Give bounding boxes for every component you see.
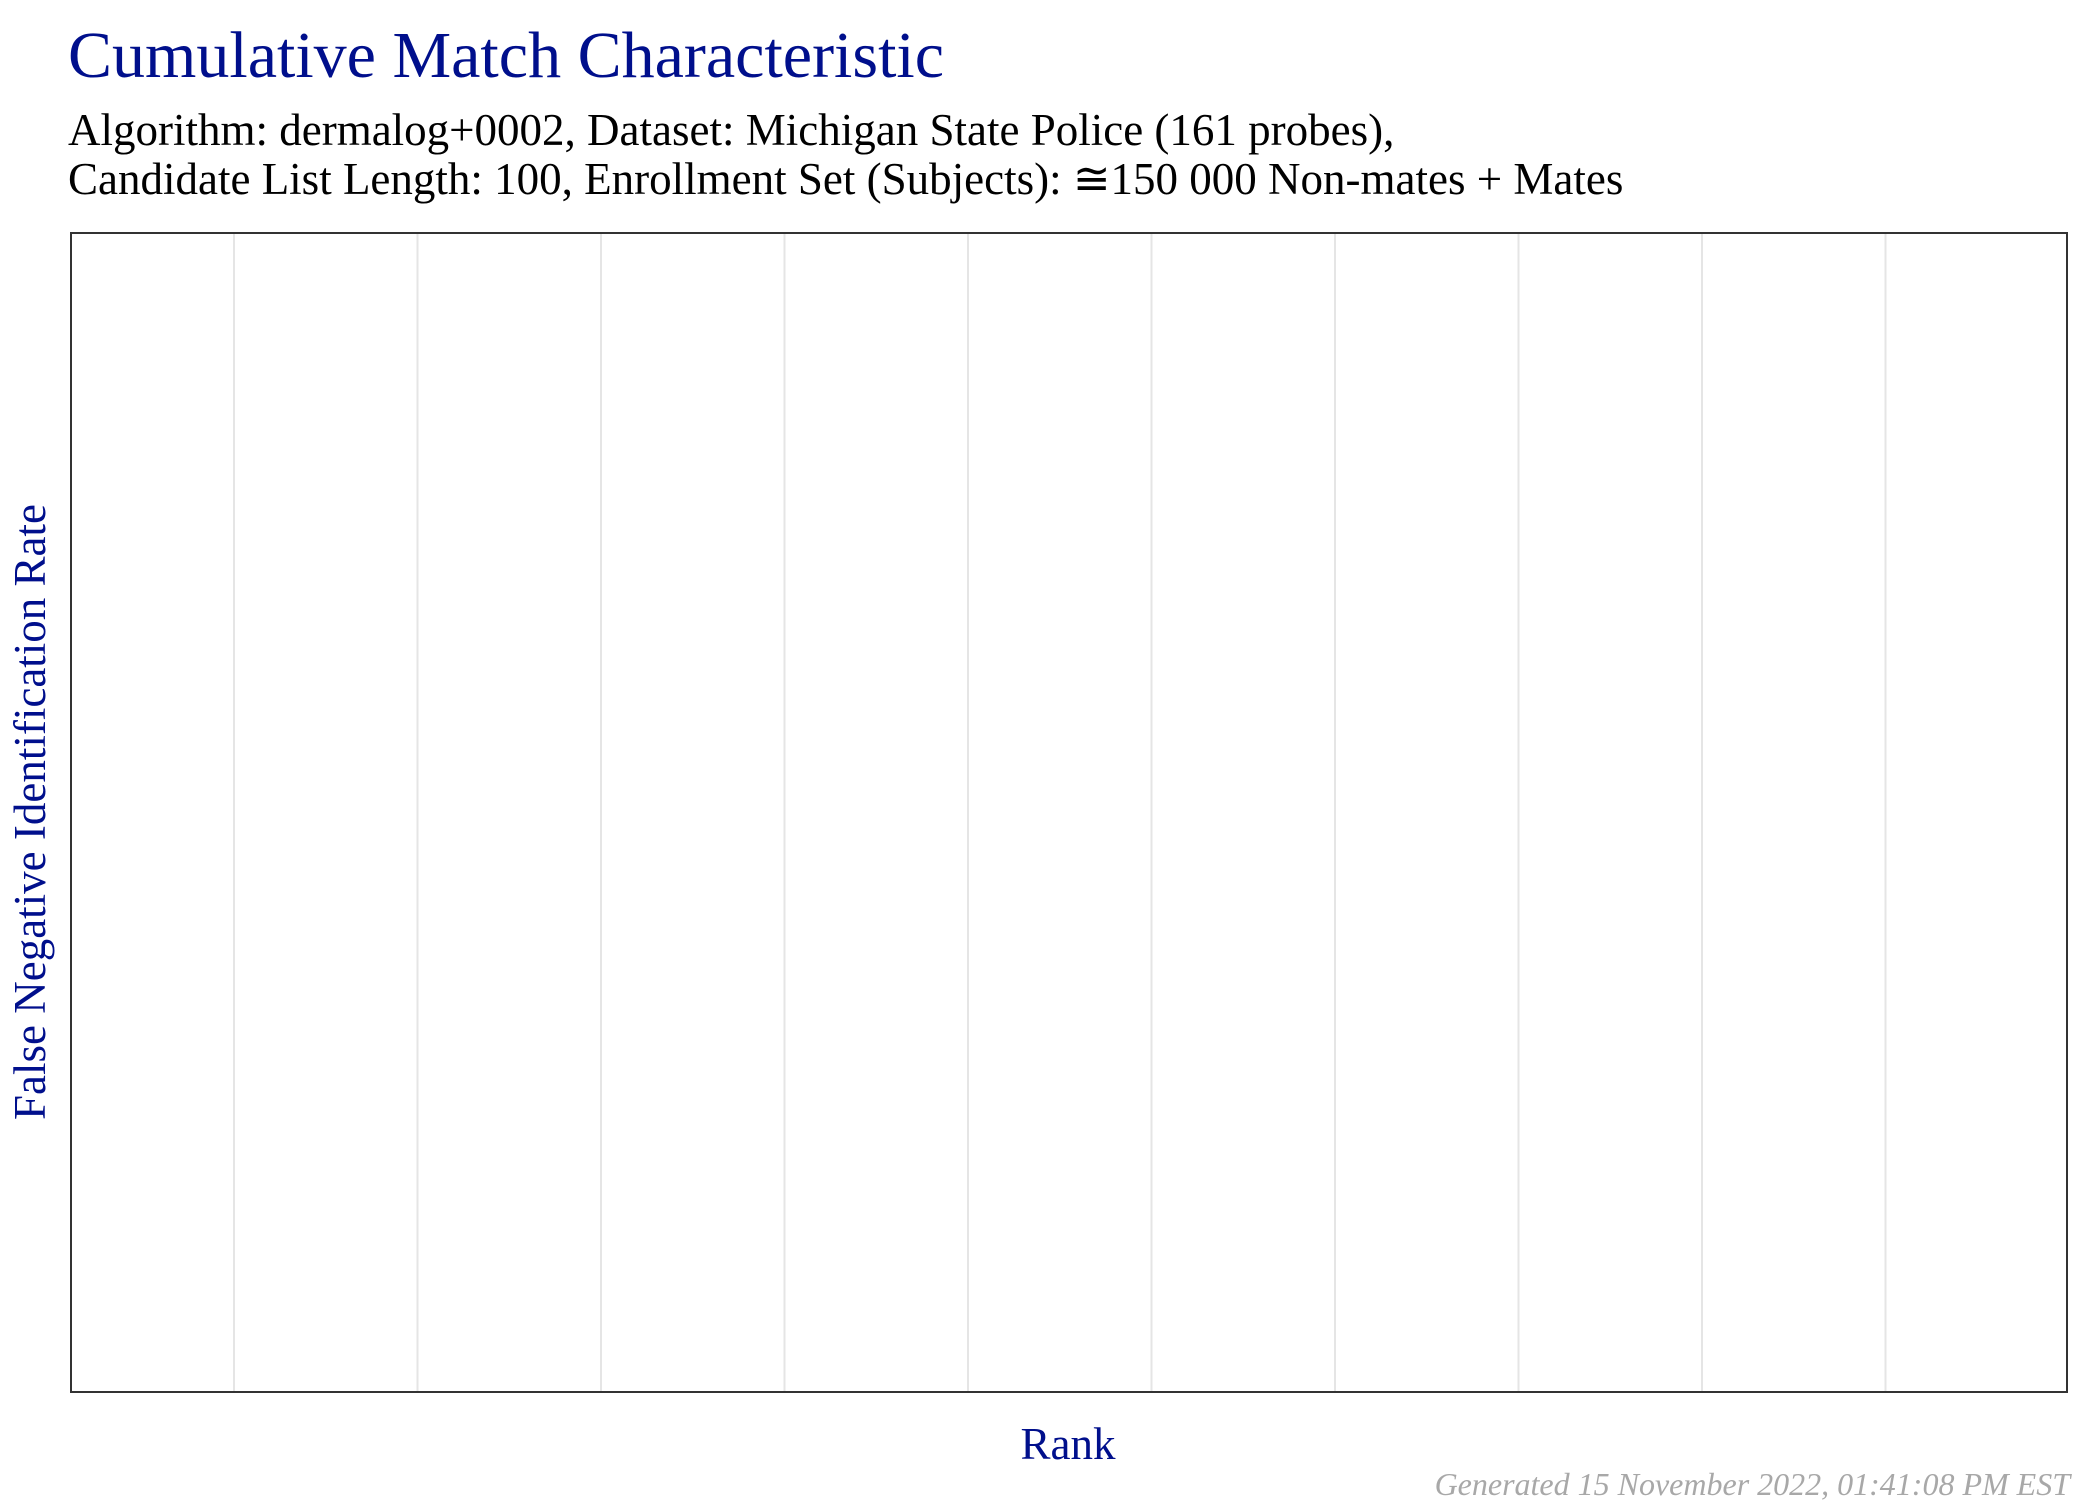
- y-axis-label: False Negative Identification Rate: [5, 503, 55, 1121]
- x-axis-label: Rank: [1020, 1419, 1116, 1469]
- plot-panel-border: [70, 232, 2068, 1393]
- chart-subtitle-line-1: Algorithm: dermalog+0002, Dataset: Michi…: [68, 105, 1395, 155]
- gridlines: [233, 233, 1887, 1392]
- generated-timestamp: Generated 15 November 2022, 01:41:08 PM …: [1434, 1466, 2070, 1502]
- chart-subtitle-line-2: Candidate List Length: 100, Enrollment S…: [68, 154, 1624, 204]
- chart-title: Cumulative Match Characteristic: [68, 19, 945, 92]
